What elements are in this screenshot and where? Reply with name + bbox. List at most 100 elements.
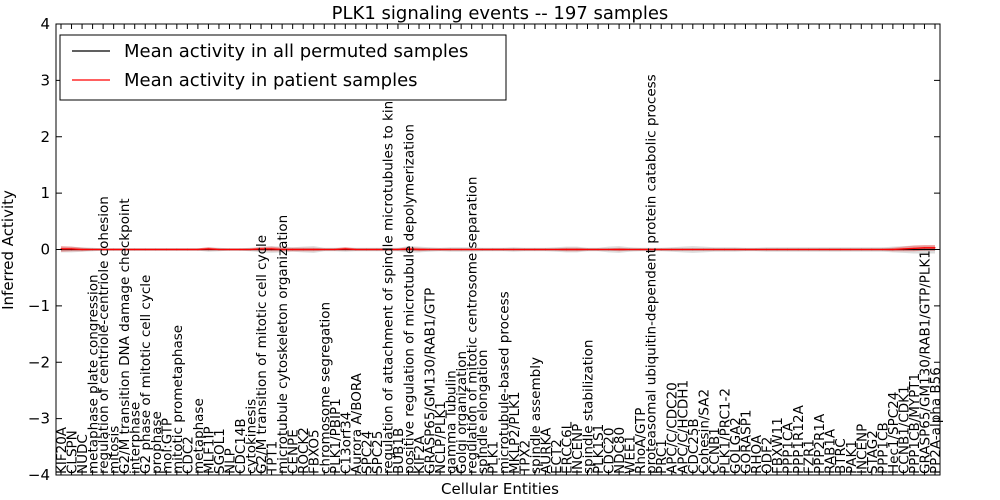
data-point xyxy=(502,248,504,251)
data-point xyxy=(407,248,410,250)
x-tick-label: interphase xyxy=(128,402,144,474)
x-tick-label: INCENP xyxy=(570,424,586,474)
data-point xyxy=(386,248,389,251)
data-point xyxy=(650,248,652,251)
data-point xyxy=(271,248,273,250)
x-tick-label: WEE1 xyxy=(623,435,639,474)
x-tick-label: MLF1IP xyxy=(201,426,217,474)
data-point xyxy=(555,248,557,251)
x-tick-label: KIF20A xyxy=(54,426,70,474)
x-tick-label: ROCK2 xyxy=(296,427,312,474)
data-point xyxy=(344,248,346,250)
data-point xyxy=(765,248,768,251)
data-point xyxy=(607,248,610,251)
data-point xyxy=(334,248,336,251)
x-tick-label: CLSPN xyxy=(65,430,81,474)
y-tick-label: 2 xyxy=(40,128,50,146)
x-tick-label: PLK1/PRC1-2 xyxy=(717,388,733,474)
x-tick-label: AURKA xyxy=(538,427,554,474)
x-tick-label: CCNB1 xyxy=(707,427,723,474)
x-tick-label: cytokinesis xyxy=(244,399,260,474)
x-tick-label: G2/M transition of mitotic cell cycle xyxy=(254,235,270,474)
x-tick-label: PPP1CB/MYPT1 xyxy=(907,373,923,474)
x-tick-label: prophase xyxy=(149,411,165,474)
data-point xyxy=(734,248,736,251)
x-tick-label: APC/C/HCDH1 xyxy=(675,380,691,474)
x-tick-label: metaphase xyxy=(191,398,207,474)
data-point xyxy=(186,248,188,251)
x-tick-label: BTRC xyxy=(833,438,849,474)
legend-label-patient: Mean activity in patient samples xyxy=(124,70,418,91)
data-point xyxy=(639,248,641,251)
data-point xyxy=(397,248,399,251)
data-point xyxy=(586,248,589,251)
data-point xyxy=(492,248,494,251)
data-point xyxy=(744,248,747,251)
x-tick-label: CENPE xyxy=(286,429,302,474)
y-tick-label: −3 xyxy=(28,410,50,428)
data-point xyxy=(629,248,631,251)
x-tick-label: STAG2 xyxy=(865,430,881,474)
data-point xyxy=(302,248,304,251)
x-tick-label: PLK1S1 xyxy=(591,424,607,474)
data-point xyxy=(239,248,241,251)
data-point xyxy=(597,248,599,251)
x-tick-label: mitosis xyxy=(107,426,123,474)
x-tick-label: CDC20 xyxy=(602,428,618,474)
x-tick-label: APC/C/CDC20 xyxy=(665,382,681,474)
x-tick-label: RHOA xyxy=(749,434,765,474)
data-point xyxy=(786,248,789,251)
data-point xyxy=(365,248,367,251)
x-tick-label: Hec1/SPC24 xyxy=(886,392,902,474)
data-point xyxy=(702,248,704,251)
y-tick-label: −2 xyxy=(28,353,50,371)
data-point xyxy=(218,248,220,251)
x-axis-label: Cellular Entities xyxy=(441,480,559,498)
x-tick-label: spindle elongation xyxy=(475,350,491,474)
data-point xyxy=(513,248,515,251)
x-tick-label: mitotic prometaphase xyxy=(170,325,186,474)
data-point xyxy=(618,248,620,251)
data-point xyxy=(260,248,262,250)
x-tick-label: regulation of centriole-centriole cohesi… xyxy=(96,196,112,474)
x-tick-label: GOLGA2 xyxy=(728,417,744,474)
x-tick-label: CCNB1/CDK1 xyxy=(896,385,912,474)
x-tick-label: PPP1CA xyxy=(781,422,797,474)
data-point xyxy=(207,248,210,250)
data-point xyxy=(544,248,546,251)
x-tick-label: PLK1 xyxy=(486,441,502,474)
x-tick-label: microtubule-based process xyxy=(496,291,512,474)
x-tick-label: NLP xyxy=(222,448,238,474)
x-tick-label: SGOL1 xyxy=(212,428,228,474)
data-point xyxy=(323,248,325,251)
x-tick-label: mol:GTP xyxy=(159,418,175,474)
data-point xyxy=(102,248,104,251)
data-point xyxy=(197,248,199,251)
data-point xyxy=(923,248,926,251)
data-point xyxy=(565,248,568,251)
x-tick-label: proteasomal ubiquitin-dependent protein … xyxy=(644,74,660,474)
x-tick-label: spindle stabilization xyxy=(581,340,597,474)
data-point xyxy=(165,248,167,251)
data-point xyxy=(713,248,715,251)
data-point xyxy=(418,248,420,251)
x-tick-label: PP2A-alpha B56 xyxy=(928,367,944,474)
x-tick-label: NDC80 xyxy=(612,427,628,474)
data-point xyxy=(534,248,536,251)
x-tick-label: CDC2 xyxy=(180,436,196,474)
data-point xyxy=(313,248,315,251)
data-point xyxy=(523,248,525,251)
data-point xyxy=(481,248,483,251)
y-tick-label: −1 xyxy=(28,297,50,315)
data-point xyxy=(850,248,852,251)
x-tick-label: GRASP65/GM130/RAB1/GTP xyxy=(423,288,439,474)
data-point xyxy=(913,248,915,251)
x-tick-label: NUDC xyxy=(75,434,91,474)
x-tick-label: TPT1 xyxy=(265,441,281,475)
y-tick-label: 0 xyxy=(40,241,50,259)
y-tick-label: 3 xyxy=(40,71,50,89)
data-point xyxy=(881,248,883,251)
data-point xyxy=(70,248,73,250)
x-tick-label: CDC14B xyxy=(233,418,249,474)
